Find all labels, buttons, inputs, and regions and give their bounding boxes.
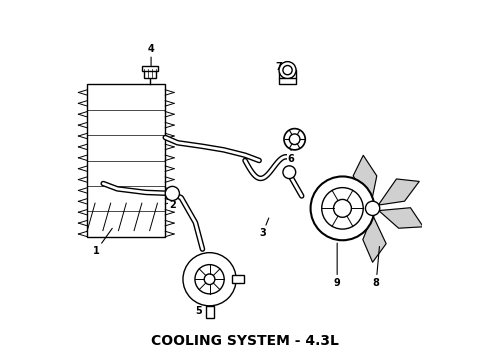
Text: 6: 6 [288, 148, 294, 164]
Text: COOLING SYSTEM - 4.3L: COOLING SYSTEM - 4.3L [151, 334, 339, 348]
Text: 5: 5 [196, 293, 202, 316]
Bar [206, 306, 214, 318]
Polygon shape [353, 155, 377, 202]
Bar [142, 66, 158, 71]
Polygon shape [319, 204, 366, 228]
Text: 8: 8 [373, 247, 380, 288]
Circle shape [165, 186, 179, 201]
Polygon shape [363, 215, 386, 262]
Circle shape [279, 62, 296, 78]
Bar [87, 84, 165, 237]
Polygon shape [378, 179, 419, 205]
Circle shape [284, 129, 305, 150]
Text: 9: 9 [334, 243, 341, 288]
Bar [144, 68, 156, 78]
Circle shape [366, 201, 380, 216]
Text: 4: 4 [147, 44, 154, 67]
Circle shape [283, 166, 295, 179]
Bar [279, 78, 296, 84]
Bar [232, 275, 244, 283]
Text: 1: 1 [93, 228, 112, 256]
Circle shape [183, 253, 236, 306]
Circle shape [311, 176, 374, 240]
Polygon shape [379, 208, 423, 228]
Text: 7: 7 [275, 62, 284, 73]
Text: 3: 3 [259, 218, 269, 238]
Text: 2: 2 [169, 194, 176, 210]
